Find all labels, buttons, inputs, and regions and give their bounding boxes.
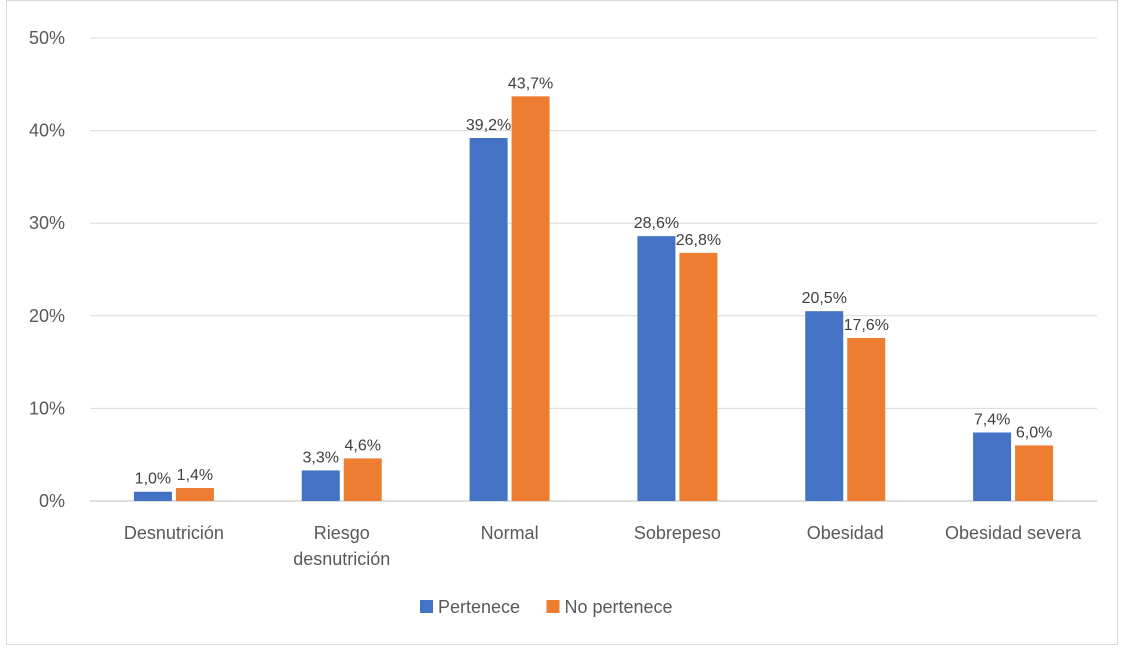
gridlines	[90, 37, 1097, 502]
bar-pertenece	[469, 138, 508, 501]
bar-no-pertenece	[1015, 445, 1054, 501]
y-tick-label: 10%	[29, 398, 65, 418]
bar-no-pertenece	[343, 458, 382, 501]
data-label: 4,6%	[345, 437, 381, 454]
y-tick-label: 40%	[29, 121, 65, 141]
bars	[133, 96, 1054, 501]
data-label: 26,8%	[676, 232, 721, 249]
bar-no-pertenece	[679, 252, 718, 501]
data-label: 43,7%	[508, 75, 553, 92]
category-label: Sobrepeso	[634, 523, 721, 543]
bar-no-pertenece	[511, 96, 550, 501]
category-label: Normal	[481, 523, 539, 543]
data-label: 39,2%	[466, 117, 511, 134]
category-label: Obesidad	[807, 523, 884, 543]
legend: Pertenece No pertenece	[420, 597, 673, 617]
category-label: desnutrición	[293, 549, 390, 569]
data-label: 1,0%	[135, 471, 171, 488]
chart-frame	[6, 0, 1118, 645]
bar-pertenece	[637, 236, 676, 501]
legend-label: No pertenece	[565, 597, 673, 617]
bar-no-pertenece	[175, 488, 214, 501]
bar-pertenece	[973, 432, 1012, 501]
category-label: Desnutrición	[124, 523, 224, 543]
y-axis-ticks: 0% 10% 20% 30% 40% 50%	[29, 28, 65, 511]
y-tick-label: 0%	[39, 491, 65, 511]
category-label: Riesgo	[314, 523, 370, 543]
category-label: Obesidad severa	[945, 523, 1082, 543]
y-tick-label: 50%	[29, 28, 65, 48]
data-label: 6,0%	[1016, 424, 1052, 441]
category-labels: Desnutrición Riesgo desnutrición Normal Sobr…	[124, 523, 1082, 569]
y-tick-label: 30%	[29, 213, 65, 233]
bar-pertenece	[805, 311, 844, 501]
bar-pertenece	[301, 470, 340, 501]
data-label: 28,6%	[634, 215, 679, 232]
data-label: 20,5%	[802, 290, 847, 307]
bar-no-pertenece	[847, 338, 886, 501]
legend-swatch	[420, 600, 433, 613]
data-label: 1,4%	[177, 467, 213, 484]
y-tick-label: 20%	[29, 306, 65, 326]
legend-swatch	[546, 600, 560, 613]
data-labels: 1,0% 1,4% 3,3% 4,6% 39,2% 43,7% 28,6%26,8% 20,5…	[135, 75, 1053, 487]
data-label: 7,4%	[974, 411, 1010, 428]
data-label: 17,6%	[844, 317, 889, 334]
bar-pertenece	[133, 491, 172, 501]
data-label: 3,3%	[303, 449, 339, 466]
legend-label: Pertenece	[438, 597, 520, 617]
